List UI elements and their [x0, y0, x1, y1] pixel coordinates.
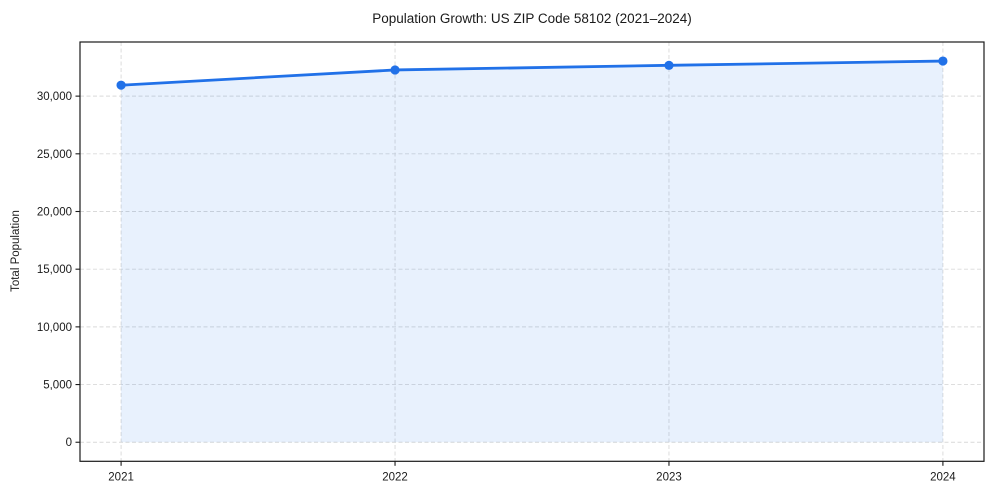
plot-border [79, 41, 985, 462]
data-point-marker [664, 60, 674, 70]
data-point-marker [938, 56, 948, 66]
x-tick-label: 2024 [930, 471, 956, 483]
data-point-marker [116, 80, 126, 90]
area-fill [121, 61, 943, 443]
y-tick-label: 20,000 [37, 207, 72, 219]
y-tick-label: 0 [66, 437, 72, 449]
y-tick-label: 5,000 [43, 380, 72, 392]
chart-title: Population Growth: US ZIP Code 58102 (20… [372, 11, 692, 26]
y-tick-label: 30,000 [37, 91, 72, 103]
x-tick-label: 2021 [108, 471, 134, 483]
y-tick-label: 25,000 [37, 149, 72, 161]
data-point-marker [390, 65, 400, 75]
x-tick-label: 2022 [382, 471, 408, 483]
y-tick-label: 10,000 [37, 322, 72, 334]
x-tick-label: 2023 [656, 471, 682, 483]
line-series [119, 59, 945, 87]
y-tick-label: 15,000 [37, 264, 72, 276]
